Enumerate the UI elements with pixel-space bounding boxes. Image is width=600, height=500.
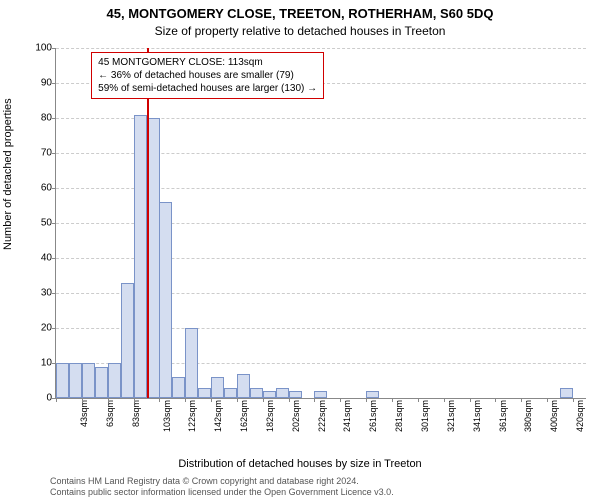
- histogram-bar: [172, 377, 185, 398]
- ytick-mark: [52, 118, 56, 119]
- histogram-bar: [560, 388, 573, 399]
- ytick-mark: [52, 188, 56, 189]
- histogram-bar: [276, 388, 289, 399]
- histogram-bar: [263, 391, 276, 398]
- footer-line1: Contains HM Land Registry data © Crown c…: [50, 476, 394, 487]
- xtick-label: 420sqm: [575, 400, 585, 432]
- xtick-mark: [82, 398, 83, 402]
- chart-subtitle: Size of property relative to detached ho…: [0, 24, 600, 38]
- xtick-label: 241sqm: [342, 400, 352, 432]
- xtick-label: 162sqm: [239, 400, 249, 432]
- ytick-label: 40: [41, 253, 52, 264]
- histogram-bar: [250, 388, 263, 399]
- ytick-label: 30: [41, 288, 52, 299]
- xtick-mark: [134, 398, 135, 402]
- xtick-label: 261sqm: [368, 400, 378, 432]
- histogram-bar: [69, 363, 82, 398]
- xtick-label: 122sqm: [187, 400, 197, 432]
- info-box-line: ← 36% of detached houses are smaller (79…: [98, 69, 317, 82]
- xtick-label: 222sqm: [317, 400, 327, 432]
- xtick-mark: [392, 398, 393, 402]
- x-axis-label: Distribution of detached houses by size …: [0, 458, 600, 470]
- xtick-mark: [211, 398, 212, 402]
- histogram-bar: [237, 374, 250, 399]
- histogram-bar: [366, 391, 379, 398]
- ytick-mark: [52, 48, 56, 49]
- xtick-label: 43sqm: [79, 400, 89, 427]
- xtick-label: 63sqm: [105, 400, 115, 427]
- xtick-mark: [56, 398, 57, 402]
- ytick-label: 10: [41, 358, 52, 369]
- xtick-mark: [495, 398, 496, 402]
- xtick-mark: [573, 398, 574, 402]
- xtick-label: 380sqm: [523, 400, 533, 432]
- xtick-label: 341sqm: [472, 400, 482, 432]
- chart-title: 45, MONTGOMERY CLOSE, TREETON, ROTHERHAM…: [0, 6, 600, 21]
- ytick-mark: [52, 83, 56, 84]
- xtick-label: 83sqm: [131, 400, 141, 427]
- ytick-label: 70: [41, 148, 52, 159]
- xtick-label: 182sqm: [265, 400, 275, 432]
- xtick-mark: [418, 398, 419, 402]
- histogram-bar: [211, 377, 224, 398]
- xtick-label: 301sqm: [420, 400, 430, 432]
- histogram-bar: [95, 367, 108, 399]
- reference-line: [147, 48, 149, 398]
- xtick-mark: [108, 398, 109, 402]
- gridline-h: [56, 48, 586, 49]
- info-box-line: 59% of semi-detached houses are larger (…: [98, 82, 317, 95]
- xtick-mark: [237, 398, 238, 402]
- xtick-mark: [470, 398, 471, 402]
- ytick-mark: [52, 258, 56, 259]
- histogram-bar: [289, 391, 302, 398]
- ytick-mark: [52, 293, 56, 294]
- histogram-bar: [159, 202, 172, 398]
- xtick-mark: [340, 398, 341, 402]
- histogram-bar: [134, 115, 147, 399]
- chart-container: 45, MONTGOMERY CLOSE, TREETON, ROTHERHAM…: [0, 0, 600, 500]
- ytick-label: 20: [41, 323, 52, 334]
- histogram-bar: [224, 388, 237, 399]
- xtick-mark: [366, 398, 367, 402]
- xtick-label: 321sqm: [446, 400, 456, 432]
- ytick-label: 50: [41, 218, 52, 229]
- xtick-mark: [185, 398, 186, 402]
- xtick-mark: [289, 398, 290, 402]
- plot-area: 010203040506070809010043sqm63sqm83sqm103…: [55, 48, 586, 399]
- xtick-mark: [521, 398, 522, 402]
- ytick-label: 80: [41, 113, 52, 124]
- ytick-label: 90: [41, 78, 52, 89]
- histogram-bar: [56, 363, 69, 398]
- histogram-bar: [185, 328, 198, 398]
- xtick-mark: [314, 398, 315, 402]
- histogram-bar: [108, 363, 121, 398]
- xtick-mark: [444, 398, 445, 402]
- y-axis-label: Number of detached properties: [2, 98, 14, 250]
- xtick-mark: [263, 398, 264, 402]
- ytick-label: 0: [46, 393, 52, 404]
- ytick-mark: [52, 223, 56, 224]
- xtick-label: 142sqm: [213, 400, 223, 432]
- xtick-mark: [159, 398, 160, 402]
- info-box-line: 45 MONTGOMERY CLOSE: 113sqm: [98, 56, 317, 69]
- footer-line2: Contains public sector information licen…: [50, 487, 394, 498]
- ytick-label: 100: [35, 43, 52, 54]
- histogram-bar: [121, 283, 134, 399]
- xtick-label: 281sqm: [394, 400, 404, 432]
- histogram-bar: [82, 363, 95, 398]
- info-box: 45 MONTGOMERY CLOSE: 113sqm← 36% of deta…: [91, 52, 324, 99]
- ytick-mark: [52, 328, 56, 329]
- xtick-label: 202sqm: [291, 400, 301, 432]
- xtick-mark: [547, 398, 548, 402]
- histogram-bar: [198, 388, 211, 399]
- ytick-mark: [52, 153, 56, 154]
- xtick-label: 400sqm: [549, 400, 559, 432]
- ytick-label: 60: [41, 183, 52, 194]
- footer-attribution: Contains HM Land Registry data © Crown c…: [50, 476, 394, 498]
- histogram-bar: [314, 391, 327, 398]
- xtick-label: 361sqm: [498, 400, 508, 432]
- xtick-label: 103sqm: [162, 400, 172, 432]
